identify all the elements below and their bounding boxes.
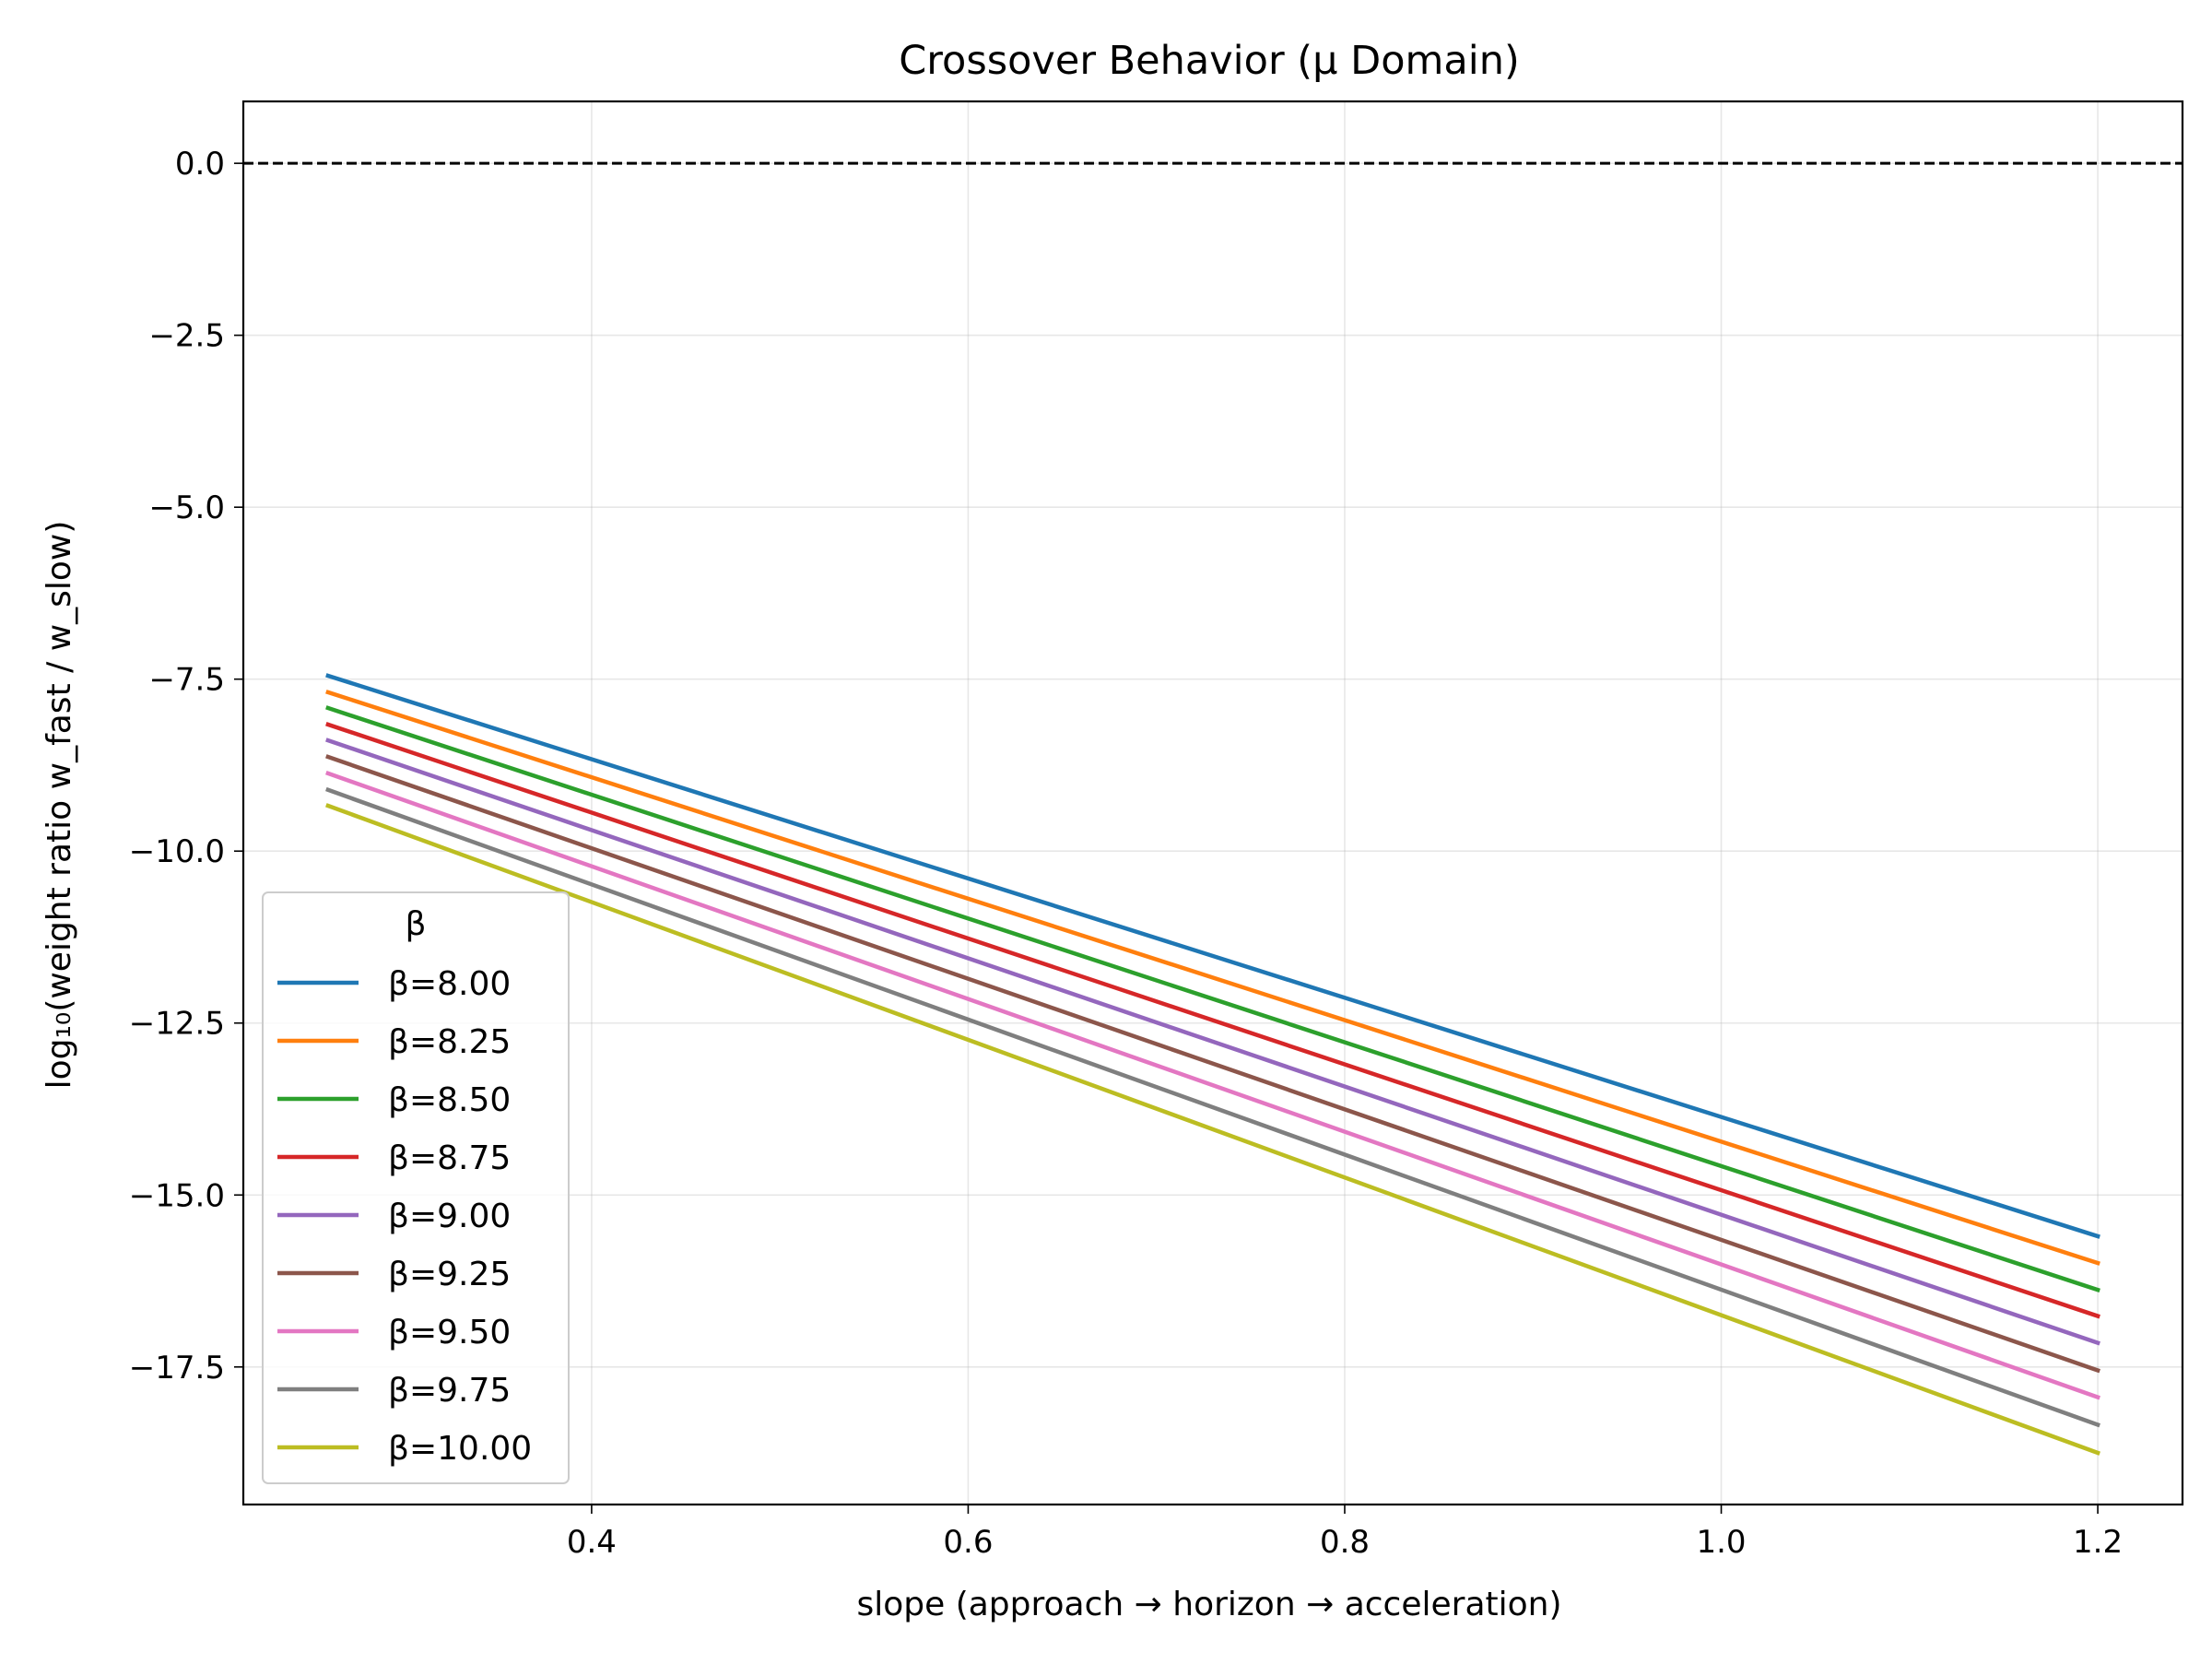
series-line (325, 786, 2100, 1428)
legend-entry-label: β=9.75 (388, 1372, 511, 1410)
y-tick-label: −17.5 (129, 1350, 225, 1387)
legend-entry-label: β=9.50 (388, 1314, 511, 1351)
y-tick-label: −2.5 (148, 318, 225, 355)
x-tick-label: 0.4 (567, 1524, 617, 1561)
plot-area-frame (241, 100, 2184, 1506)
y-tick-label: −5.0 (148, 490, 225, 526)
x-tick-label: 1.0 (1696, 1524, 1746, 1561)
grid (243, 101, 2183, 1505)
y-tick-label: 0.0 (175, 146, 225, 183)
series-line (325, 738, 2100, 1346)
y-axis-label: log₁₀(weight ratio w_fast / w_slow) (41, 521, 78, 1090)
series-line (325, 803, 2100, 1456)
legend: β β=8.00 β=8.25 β=8.50 β=8.75 β=9.00 β=9.25 β=9… (262, 891, 570, 1484)
series-line (325, 771, 2100, 1400)
series-line (325, 690, 2100, 1266)
y-tick-label: −10.0 (129, 833, 225, 870)
legend-entry-label: β=9.25 (388, 1256, 511, 1293)
legend-title: β (406, 905, 427, 943)
series-line (325, 722, 2100, 1319)
legend-entry-label: β=10.00 (388, 1430, 532, 1468)
chart-title: Crossover Behavior (μ Domain) (899, 38, 1519, 84)
legend-entry-label: β=8.00 (388, 965, 511, 1003)
y-tick-label: −7.5 (148, 662, 225, 699)
legend-entry-label: β=8.25 (388, 1023, 511, 1061)
x-tick-label: 1.2 (2073, 1524, 2123, 1561)
legend-entry-label: β=8.50 (388, 1081, 511, 1119)
y-tick-label: −12.5 (129, 1006, 225, 1043)
legend-entry-label: β=8.75 (388, 1139, 511, 1177)
x-tick-label: 0.6 (943, 1524, 993, 1561)
series-line (325, 705, 2100, 1293)
series-line (325, 754, 2100, 1374)
x-tick-label: 0.8 (1320, 1524, 1370, 1561)
legend-entry-label: β=9.00 (388, 1198, 511, 1235)
ticks: 0.4 0.6 0.8 1.0 1.2 0.0 −2.5 −5.0 −7.5 −10.0 −12.5… (129, 146, 2123, 1561)
y-tick-label: −15.0 (129, 1177, 225, 1214)
series-line (325, 673, 2100, 1239)
series-group (325, 673, 2100, 1456)
x-axis-label: slope (approach → horizon → acceleration… (856, 1586, 1561, 1623)
